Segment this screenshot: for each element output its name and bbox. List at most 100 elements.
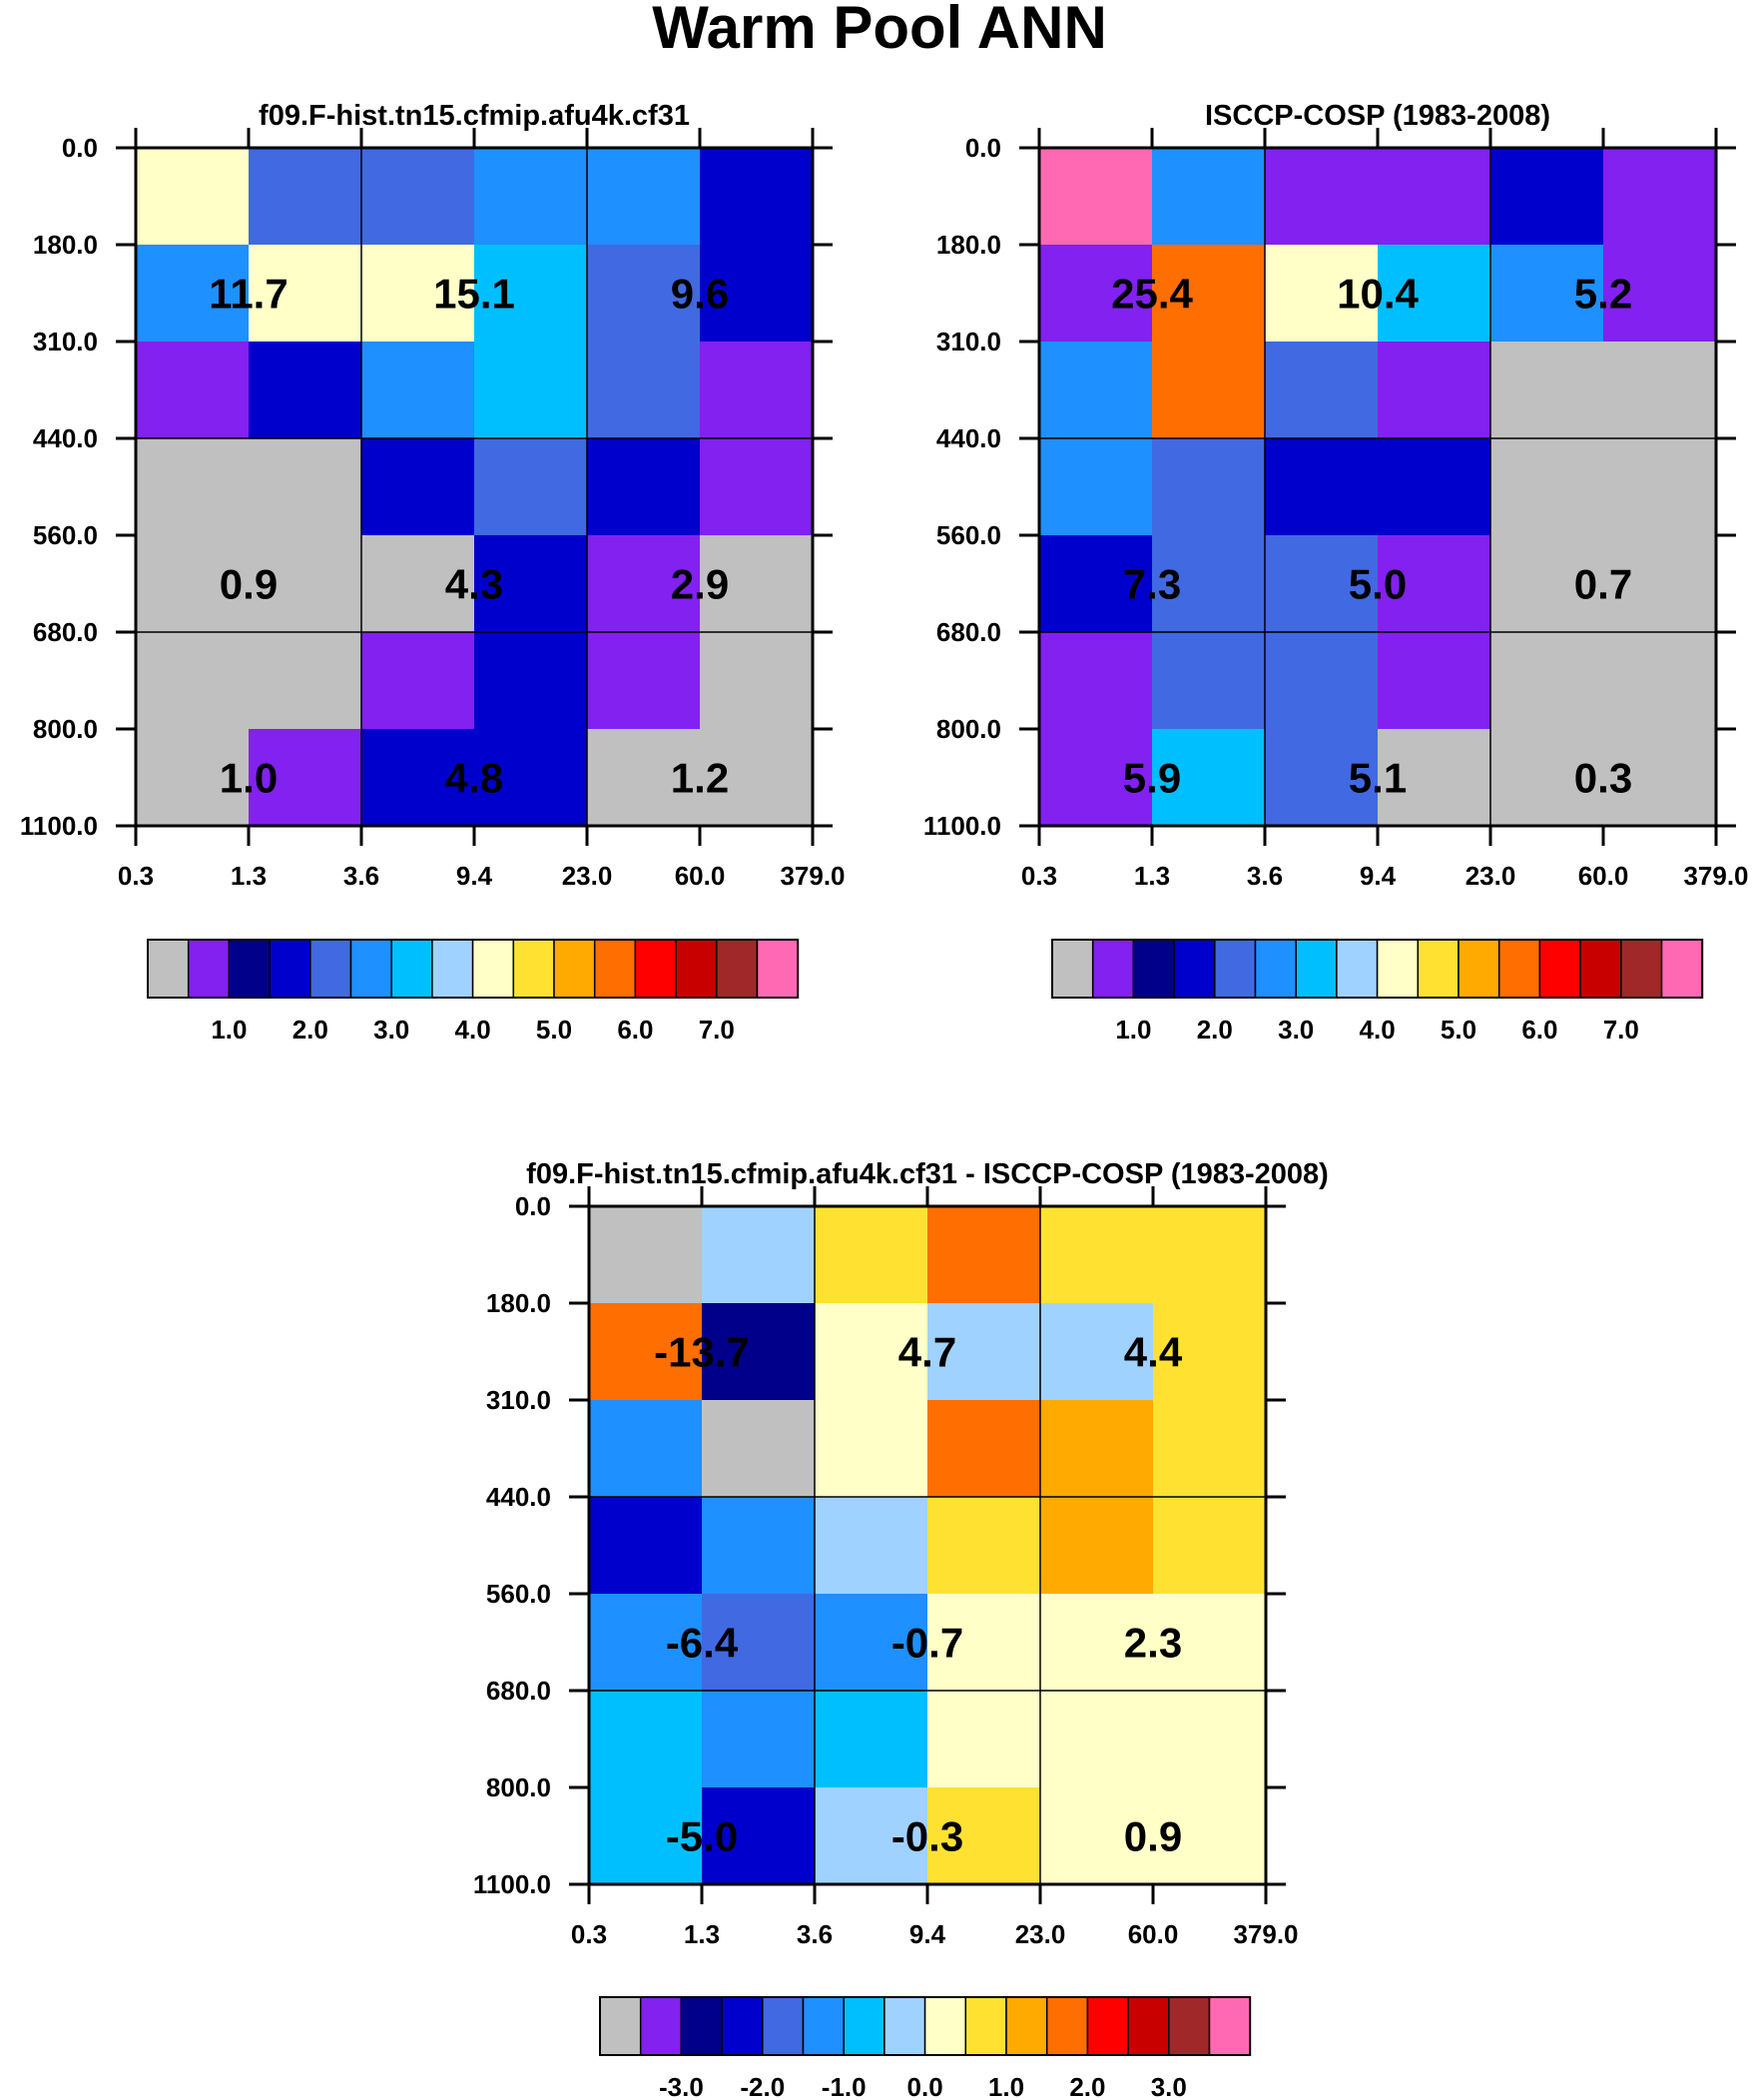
- cell-group-value: 1.0: [220, 755, 278, 802]
- cell-group-value: 5.1: [1349, 755, 1407, 802]
- colorbar-swatch: [1497, 939, 1541, 999]
- y-tick-label: 680.0: [486, 1676, 551, 1706]
- heatmap-cell: [700, 535, 814, 633]
- heatmap-cell: [249, 438, 362, 536]
- colorbar-swatch: [1051, 939, 1094, 999]
- heatmap-cell: [1490, 438, 1604, 536]
- heatmap-cell: [815, 1400, 928, 1498]
- colorbar-swatch: [762, 1996, 805, 2056]
- cell-group-value: -0.7: [891, 1620, 963, 1667]
- heatmap-cell: [1265, 535, 1379, 633]
- heatmap-cell: [700, 729, 814, 827]
- heatmap-cell: [1153, 1787, 1267, 1885]
- colorbar-swatch: [599, 1996, 642, 2056]
- cell-group-value: 15.1: [433, 271, 515, 318]
- heatmap-cell: [1490, 729, 1604, 827]
- figure-title: Warm Pool ANN: [652, 0, 1107, 61]
- colorbar-swatch: [1376, 939, 1420, 999]
- colorbar-label: -2.0: [740, 2072, 785, 2100]
- panel-title: ISCCP-COSP (1983-2008): [1205, 100, 1550, 132]
- y-tick-label: 560.0: [936, 520, 1001, 550]
- x-tick-label: 1.3: [231, 861, 267, 891]
- heatmap-cell: [927, 1400, 1041, 1498]
- heatmap-cell: [702, 1691, 816, 1788]
- heatmap-cell: [815, 1787, 928, 1885]
- x-tick-label: 3.6: [1247, 861, 1283, 891]
- x-tick-label: 23.0: [1466, 861, 1516, 891]
- cell-group-value: 4.4: [1124, 1329, 1183, 1376]
- heatmap-cell: [702, 1400, 816, 1498]
- heatmap-cell: [589, 1303, 703, 1401]
- heatmap-cell: [1039, 148, 1153, 246]
- heatmap-cell: [1378, 632, 1491, 730]
- colorbar-label: 1.0: [988, 2072, 1024, 2100]
- colorbar-swatch: [269, 939, 311, 999]
- colorbar-swatch: [675, 939, 718, 999]
- heatmap-cell: [587, 632, 701, 730]
- y-tick-label: 800.0: [486, 1772, 551, 1802]
- cell-group-value: 0.9: [220, 561, 278, 608]
- heatmap-cell: [1603, 632, 1717, 730]
- y-tick-label: 1100.0: [923, 811, 1001, 841]
- heatmap-cell: [1490, 245, 1604, 343]
- heatmap-cell: [136, 148, 250, 246]
- cell-group-value: 0.7: [1574, 561, 1632, 608]
- colorbar-label: 6.0: [1521, 1015, 1557, 1045]
- heatmap-cell: [587, 438, 701, 536]
- heatmap-cell: [1603, 438, 1717, 536]
- heatmap-cell: [1153, 1691, 1267, 1788]
- heatmap-cell: [474, 342, 588, 439]
- y-tick-label: 560.0: [33, 520, 98, 550]
- heatmap-cell: [589, 1206, 703, 1304]
- heatmap-cell: [361, 632, 475, 730]
- colorbar-label: 2.0: [1069, 2072, 1105, 2100]
- plot-observation: ISCCP-COSP (1983-2008) 0.3 1.3 3.6 9.4 23.0 60…: [923, 100, 1749, 1045]
- y-tick-label: 560.0: [486, 1579, 551, 1609]
- cell-group-value: 7.3: [1123, 561, 1181, 608]
- heatmap-cell: [1490, 342, 1604, 439]
- y-tick-label: 180.0: [936, 230, 1001, 260]
- colorbar-swatch: [1579, 939, 1622, 999]
- heatmap-cell: [1039, 342, 1153, 439]
- y-tick-label: 680.0: [33, 617, 98, 647]
- colorbar-swatch: [1045, 1996, 1089, 2056]
- heatmap-cell: [587, 729, 701, 827]
- heatmap-cell: [361, 438, 475, 536]
- heatmap-cell: [589, 1787, 703, 1885]
- y-tick-label: 1100.0: [473, 1869, 551, 1899]
- colorbar-swatch: [1254, 939, 1297, 999]
- colorbar-label: 3.0: [373, 1015, 409, 1045]
- heatmap-cell: [1490, 535, 1604, 633]
- heatmap-cell: [136, 438, 250, 536]
- colorbar-label: -1.0: [822, 2072, 867, 2100]
- heatmap-cell: [249, 535, 362, 633]
- panel-title: f09.F-hist.tn15.cfmip.afu4k.cf31: [259, 100, 690, 132]
- x-tick-label: 3.6: [797, 1919, 833, 1949]
- cell-group-value: -5.0: [666, 1813, 738, 1860]
- colorbar-swatch: [721, 1996, 764, 2056]
- colorbar-swatch: [1208, 1996, 1251, 2056]
- colorbar-swatch: [1086, 1996, 1129, 2056]
- x-tick-label: 23.0: [1015, 1919, 1066, 1949]
- heatmap-cell: [700, 342, 814, 439]
- x-tick-label: 379.0: [780, 861, 845, 891]
- heatmap-cell: [815, 1497, 928, 1595]
- heatmap-cell: [1265, 342, 1379, 439]
- colorbar-label: 1.0: [1115, 1015, 1151, 1045]
- x-tick-label: 379.0: [1683, 861, 1748, 891]
- y-tick-label: 680.0: [936, 617, 1001, 647]
- heatmap-cell: [1152, 148, 1266, 246]
- heatmap-cell: [589, 1497, 703, 1595]
- colorbar-swatch: [471, 939, 515, 999]
- colorbar-label: 5.0: [1441, 1015, 1476, 1045]
- heatmap-cell: [589, 1400, 703, 1498]
- colorbar-label: 2.0: [293, 1015, 328, 1045]
- heatmap-cell: [1152, 438, 1266, 536]
- heatmap-cell: [1040, 1206, 1154, 1304]
- heatmap-cell: [1490, 148, 1604, 246]
- colorbar-label: 6.0: [617, 1015, 653, 1045]
- colorbar-swatch: [1336, 939, 1379, 999]
- cell-group-value: 5.9: [1123, 755, 1181, 802]
- heatmap-cell: [700, 632, 814, 730]
- heatmap-cell: [587, 535, 701, 633]
